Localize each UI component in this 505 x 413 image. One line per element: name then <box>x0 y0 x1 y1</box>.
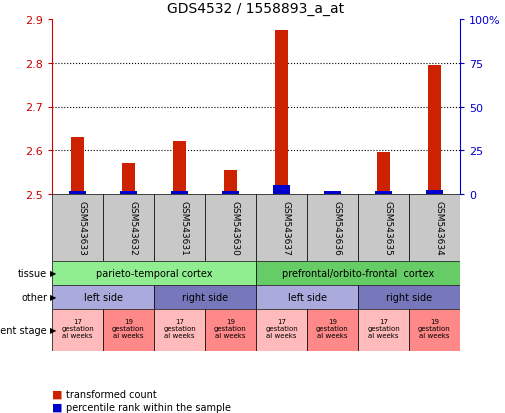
Text: ▶: ▶ <box>49 326 56 335</box>
Text: GSM543637: GSM543637 <box>281 201 290 255</box>
Bar <box>154 285 256 309</box>
Bar <box>69 192 86 195</box>
Bar <box>324 192 341 195</box>
Text: ▶: ▶ <box>49 269 56 278</box>
Bar <box>52 285 154 309</box>
Text: 17
gestation
al weeks: 17 gestation al weeks <box>61 318 94 338</box>
Text: 19
gestation
al weeks: 19 gestation al weeks <box>316 318 349 338</box>
Text: ■: ■ <box>52 402 63 412</box>
Bar <box>256 285 358 309</box>
Bar <box>307 195 358 261</box>
Bar <box>173 142 186 195</box>
Text: left side: left side <box>83 292 123 302</box>
Bar <box>256 195 307 261</box>
Bar <box>103 195 154 261</box>
Bar <box>375 192 392 195</box>
Bar <box>122 164 135 195</box>
Bar <box>154 195 205 261</box>
Text: development stage: development stage <box>0 325 47 335</box>
Text: GSM543632: GSM543632 <box>128 201 137 255</box>
Text: GSM543636: GSM543636 <box>332 201 341 255</box>
Bar <box>103 309 154 351</box>
Bar <box>358 285 460 309</box>
Bar <box>52 195 103 261</box>
Bar <box>52 261 256 285</box>
Text: 17
gestation
al weeks: 17 gestation al weeks <box>265 318 298 338</box>
Bar <box>428 66 441 195</box>
Text: other: other <box>21 292 47 302</box>
Bar <box>256 309 307 351</box>
Bar <box>409 195 460 261</box>
Text: GSM543630: GSM543630 <box>230 201 239 255</box>
Text: 17
gestation
al weeks: 17 gestation al weeks <box>367 318 400 338</box>
Text: parieto-temporal cortex: parieto-temporal cortex <box>96 268 212 278</box>
Text: GSM543635: GSM543635 <box>383 201 392 255</box>
Bar <box>171 192 188 195</box>
Text: GSM543631: GSM543631 <box>179 201 188 255</box>
Bar <box>307 309 358 351</box>
Bar <box>275 31 288 195</box>
Bar <box>273 186 290 195</box>
Bar <box>205 309 256 351</box>
Bar <box>52 309 103 351</box>
Text: tissue: tissue <box>18 268 47 278</box>
Bar <box>358 195 409 261</box>
Text: ▶: ▶ <box>49 293 56 302</box>
Bar <box>377 153 390 195</box>
Text: 19
gestation
al weeks: 19 gestation al weeks <box>214 318 247 338</box>
Text: percentile rank within the sample: percentile rank within the sample <box>66 402 231 412</box>
Bar <box>409 309 460 351</box>
Bar <box>426 190 443 195</box>
Text: 19
gestation
al weeks: 19 gestation al weeks <box>418 318 451 338</box>
Text: 19
gestation
al weeks: 19 gestation al weeks <box>112 318 145 338</box>
Text: prefrontal/orbito-frontal  cortex: prefrontal/orbito-frontal cortex <box>282 268 434 278</box>
Bar <box>222 192 239 195</box>
Title: GDS4532 / 1558893_a_at: GDS4532 / 1558893_a_at <box>168 2 344 16</box>
Bar <box>205 195 256 261</box>
Text: transformed count: transformed count <box>66 389 157 399</box>
Bar <box>71 138 84 195</box>
Bar <box>120 192 137 195</box>
Bar <box>154 309 205 351</box>
Text: GSM543634: GSM543634 <box>434 201 443 255</box>
Text: 17
gestation
al weeks: 17 gestation al weeks <box>163 318 196 338</box>
Text: left side: left side <box>287 292 327 302</box>
Bar <box>256 261 460 285</box>
Bar <box>358 309 409 351</box>
Text: GSM543633: GSM543633 <box>77 201 86 255</box>
Text: right side: right side <box>182 292 228 302</box>
Bar <box>326 192 339 195</box>
Text: ■: ■ <box>52 389 63 399</box>
Bar <box>224 171 237 195</box>
Text: right side: right side <box>386 292 432 302</box>
